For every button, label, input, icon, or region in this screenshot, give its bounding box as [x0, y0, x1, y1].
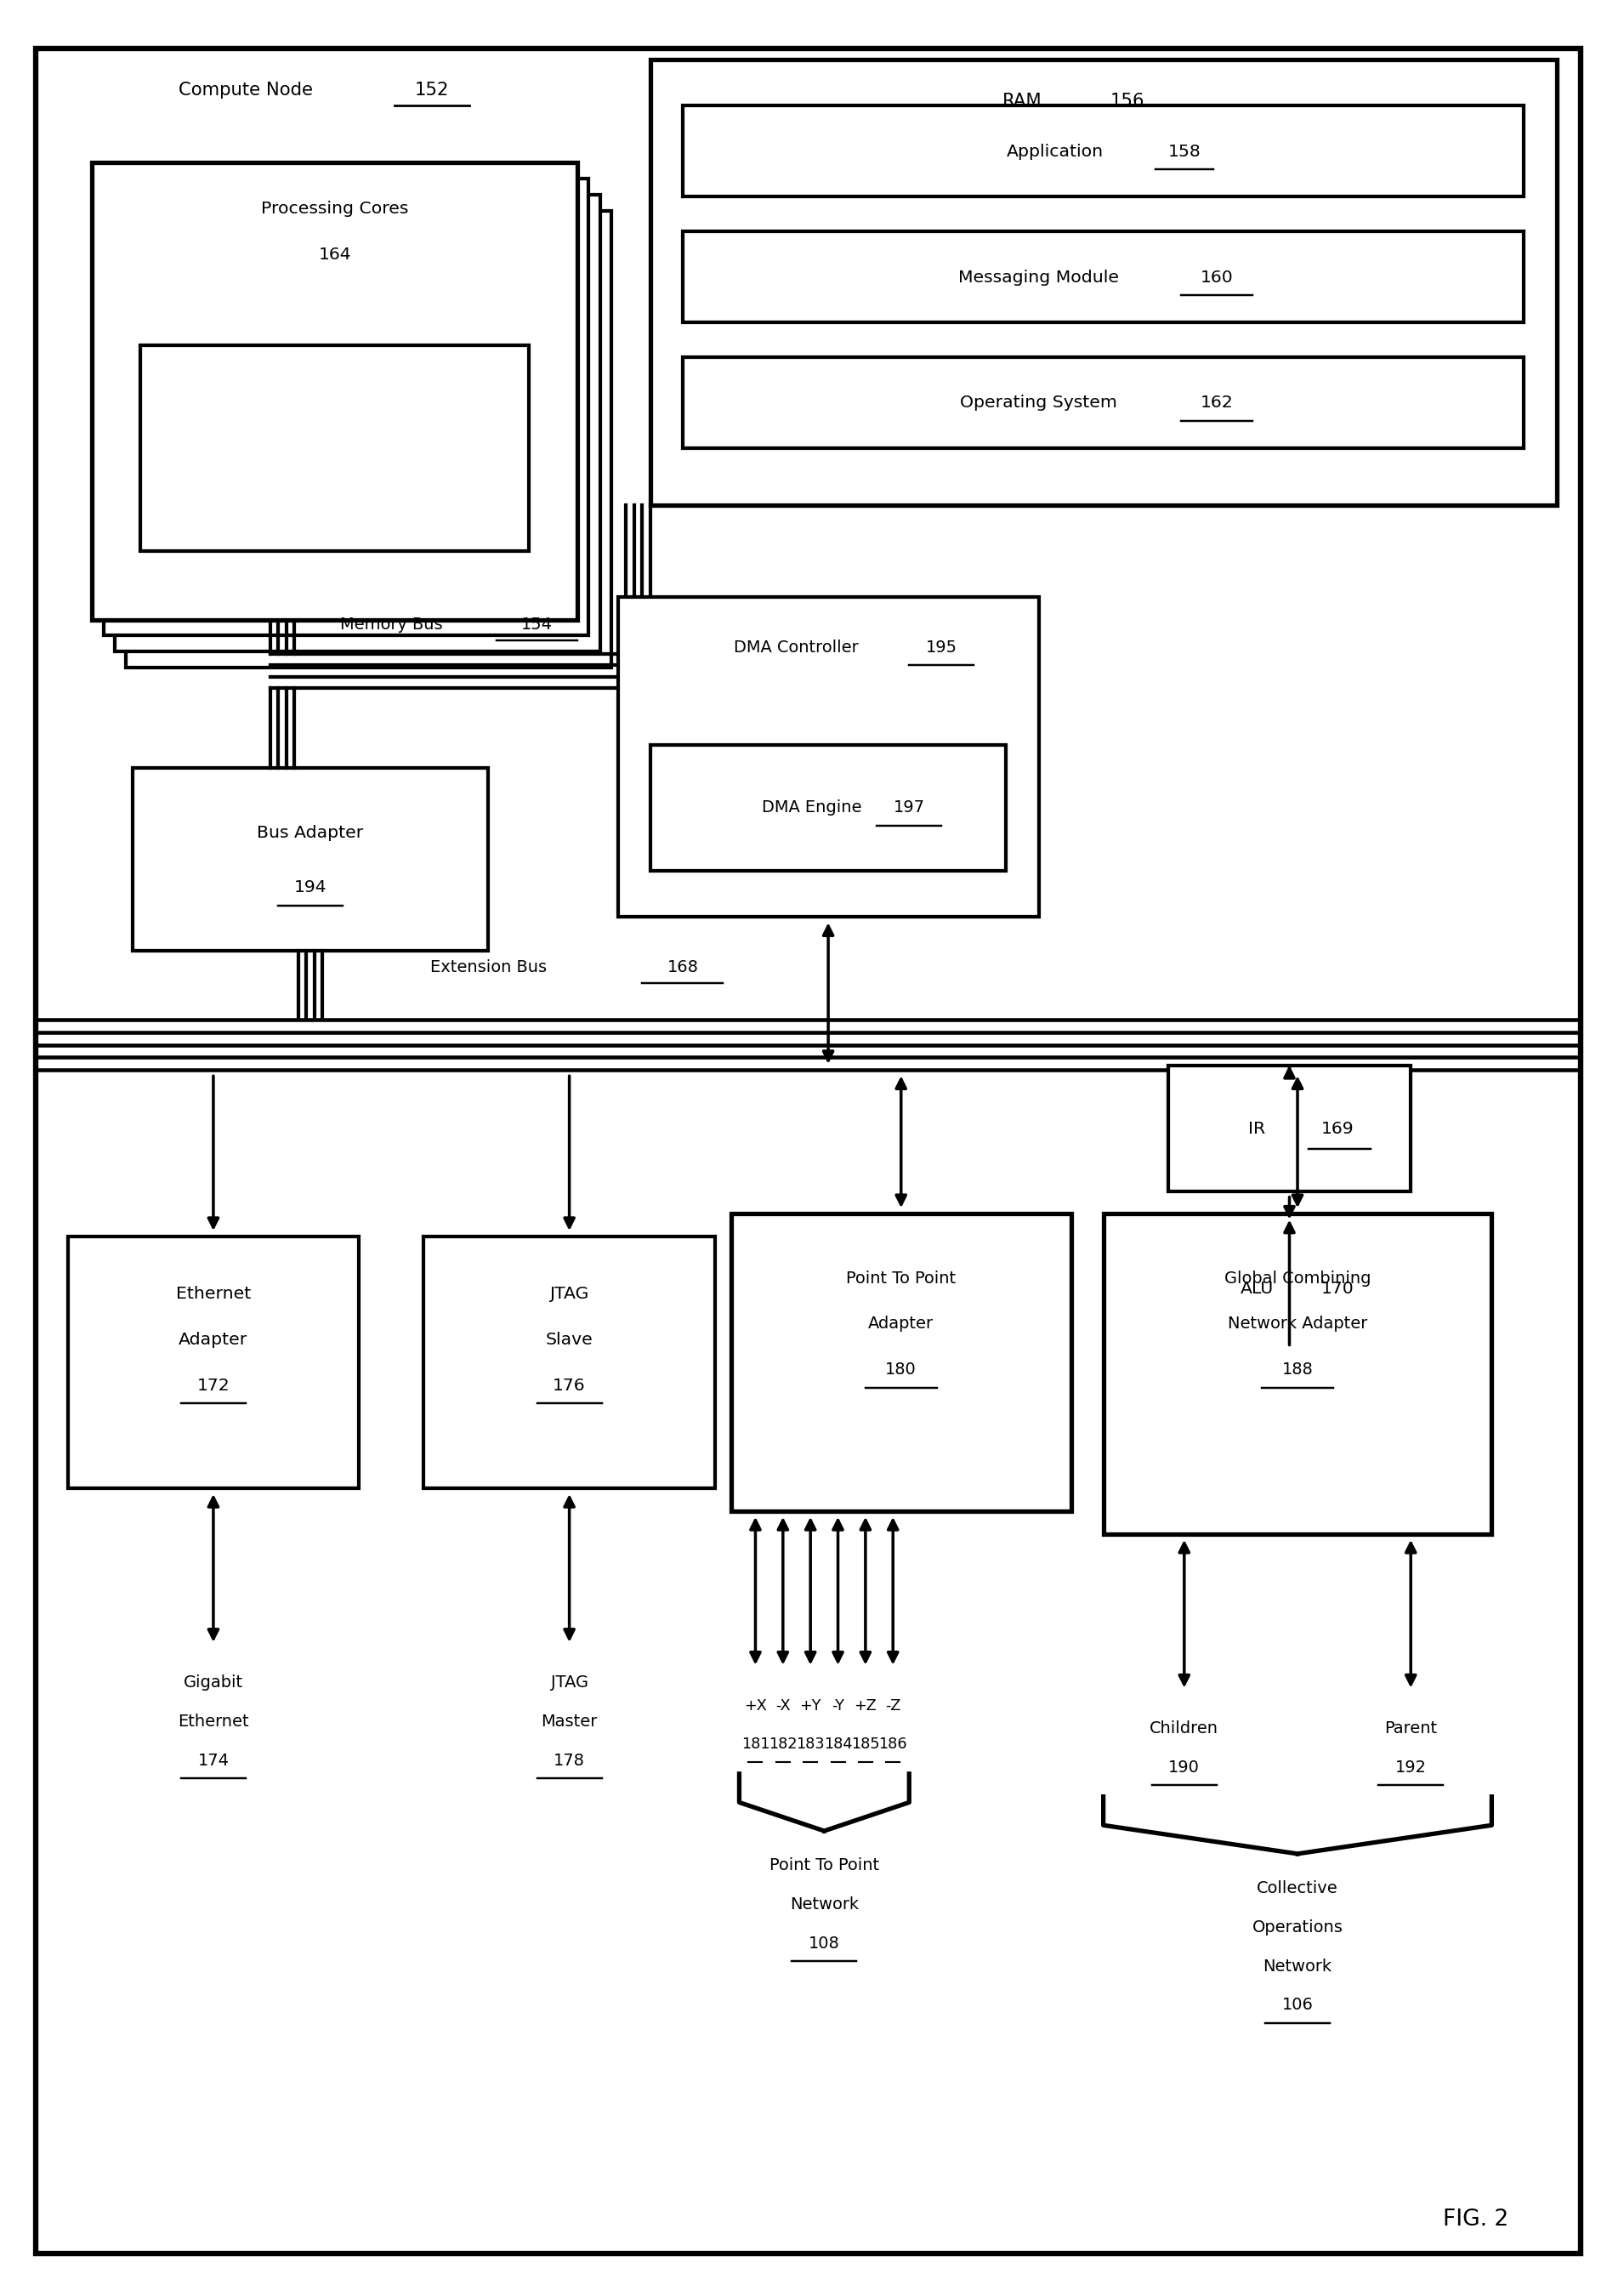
Text: Operating System: Operating System: [960, 394, 1117, 410]
Bar: [682, 231, 1523, 323]
Text: 160: 160: [1200, 268, 1233, 286]
Text: JTAG: JTAG: [549, 1285, 590, 1301]
Text: IR: IR: [1249, 1120, 1265, 1136]
Text: Memory Bus: Memory Bus: [339, 616, 443, 632]
Text: Slave: Slave: [546, 1331, 593, 1347]
Text: Bus Adapter: Bus Adapter: [257, 825, 364, 841]
Text: Ethernet: Ethernet: [177, 1714, 248, 1730]
Text: 183: 183: [796, 1737, 825, 1753]
Text: Adapter: Adapter: [869, 1315, 934, 1331]
Bar: [93, 163, 578, 621]
Bar: [141, 346, 529, 552]
Text: Messaging Module: Messaging Module: [958, 268, 1119, 286]
Text: DMA Controller: DMA Controller: [734, 639, 857, 655]
Text: 106: 106: [1281, 1995, 1314, 2014]
Text: 156: 156: [1111, 92, 1145, 110]
Text: Network: Network: [1263, 1959, 1332, 1975]
Text: 170: 170: [1322, 1281, 1354, 1297]
Text: Ethernet: Ethernet: [175, 1285, 250, 1301]
Text: 192: 192: [1395, 1759, 1426, 1776]
Text: DMA Engine: DMA Engine: [762, 800, 862, 816]
Text: +Z: +Z: [854, 1698, 877, 1714]
Text: 164: 164: [318, 245, 351, 263]
Bar: [424, 1237, 715, 1489]
Text: -Z: -Z: [885, 1698, 901, 1714]
Text: 197: 197: [893, 800, 924, 816]
Text: 188: 188: [1281, 1361, 1314, 1377]
Text: 182: 182: [768, 1737, 797, 1753]
Bar: [617, 598, 1038, 916]
Text: Children: Children: [1150, 1721, 1218, 1737]
Text: +Y: +Y: [799, 1698, 822, 1714]
Bar: [115, 195, 599, 653]
Text: 169: 169: [1322, 1120, 1354, 1136]
Text: -X: -X: [775, 1698, 791, 1714]
Text: 180: 180: [885, 1361, 916, 1377]
Text: FIG. 2: FIG. 2: [1442, 2209, 1509, 2231]
Text: 185: 185: [851, 1737, 880, 1753]
Text: 176: 176: [552, 1377, 586, 1393]
Text: JTAG: JTAG: [551, 1675, 588, 1691]
Text: Operations: Operations: [1252, 1920, 1343, 1936]
Text: Collective: Collective: [1257, 1881, 1338, 1897]
Text: 190: 190: [1169, 1759, 1200, 1776]
Bar: [1168, 1226, 1411, 1352]
Text: 178: 178: [554, 1753, 585, 1769]
Text: 162: 162: [1200, 394, 1233, 410]
Text: Extension Bus: Extension Bus: [430, 960, 547, 976]
Text: 158: 158: [1168, 144, 1200, 160]
Text: 172: 172: [197, 1377, 229, 1393]
Text: RAM: RAM: [1002, 92, 1043, 110]
Text: ALU: ALU: [1241, 1281, 1273, 1297]
Text: Gigabit: Gigabit: [184, 1675, 244, 1691]
Text: Network: Network: [789, 1897, 859, 1913]
Text: 195: 195: [926, 639, 957, 655]
Text: 194: 194: [294, 880, 326, 896]
Text: Master: Master: [541, 1714, 598, 1730]
Bar: [1103, 1214, 1491, 1535]
Text: Global Combining: Global Combining: [1224, 1269, 1371, 1285]
Text: Application: Application: [1007, 144, 1103, 160]
Text: 174: 174: [198, 1753, 229, 1769]
Bar: [68, 1237, 359, 1489]
Text: 181: 181: [741, 1737, 770, 1753]
Text: Compute Node: Compute Node: [179, 80, 313, 99]
Bar: [682, 357, 1523, 449]
Bar: [731, 1214, 1070, 1512]
Bar: [133, 767, 489, 951]
Text: Point To Point: Point To Point: [770, 1858, 879, 1874]
Bar: [650, 60, 1556, 506]
Text: Parent: Parent: [1384, 1721, 1437, 1737]
Text: 108: 108: [809, 1936, 840, 1952]
Text: 166: 166: [318, 463, 351, 479]
Bar: [650, 745, 1007, 871]
Text: Point To Point: Point To Point: [846, 1269, 957, 1285]
Text: 168: 168: [667, 960, 698, 976]
Text: Processing Cores: Processing Cores: [261, 202, 408, 218]
Text: 184: 184: [823, 1737, 853, 1753]
Text: +X: +X: [744, 1698, 767, 1714]
Text: 154: 154: [521, 616, 552, 632]
Bar: [1168, 1065, 1411, 1191]
Text: Adapter: Adapter: [179, 1331, 248, 1347]
Text: 186: 186: [879, 1737, 908, 1753]
Text: -Y: -Y: [831, 1698, 844, 1714]
Text: 152: 152: [414, 80, 448, 99]
Text: Network Adapter: Network Adapter: [1228, 1315, 1367, 1331]
Text: ALU: ALU: [318, 412, 351, 428]
Bar: [104, 179, 590, 637]
Bar: [127, 211, 611, 669]
Bar: [682, 105, 1523, 197]
